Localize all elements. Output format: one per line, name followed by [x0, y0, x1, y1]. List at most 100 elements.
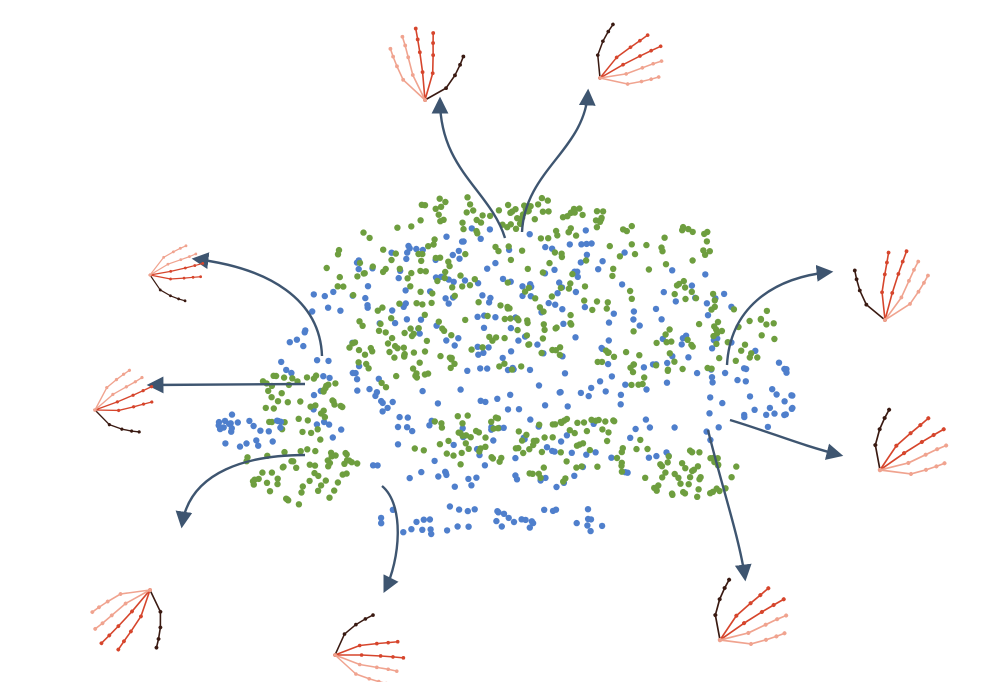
hand-joint [651, 61, 656, 66]
green-point [541, 326, 548, 334]
green-point [629, 368, 637, 376]
blue-point [498, 523, 505, 530]
hand-pose-upper-right [852, 249, 930, 322]
green-point [671, 358, 678, 365]
hand-joint [363, 617, 368, 621]
hand-joint [141, 389, 145, 393]
green-point [664, 366, 672, 373]
hand-joint [183, 299, 187, 303]
green-point [666, 350, 673, 357]
hand-joint [638, 38, 642, 43]
green-point [374, 307, 381, 314]
blue-point [526, 524, 533, 531]
hand-joint [395, 64, 399, 69]
blue-point [577, 259, 584, 266]
hand-joint [116, 624, 121, 629]
blue-point [321, 292, 328, 300]
green-point [746, 317, 753, 325]
blue-point [527, 416, 534, 423]
green-point [421, 311, 428, 318]
blue-point [529, 519, 537, 527]
green-point [763, 307, 771, 315]
blue-point [535, 382, 543, 389]
green-point [464, 412, 471, 419]
green-point [666, 326, 673, 333]
blue-point [215, 418, 223, 426]
blue-point [456, 255, 463, 262]
green-point [552, 227, 560, 235]
blue-point [630, 308, 638, 315]
blue-point [468, 225, 475, 232]
green-point [703, 238, 711, 245]
blue-point [418, 468, 425, 476]
hand-joint [722, 586, 727, 591]
blue-point [564, 403, 571, 410]
green-point [504, 303, 511, 311]
blue-point [764, 423, 772, 431]
green-point [459, 432, 466, 439]
blue-point [326, 374, 333, 382]
green-point [425, 243, 432, 250]
blue-point [255, 442, 262, 449]
green-point [360, 229, 367, 236]
blue-point [442, 469, 449, 476]
hand-joint [431, 53, 436, 58]
hand-joint [359, 653, 364, 657]
hand-joint [923, 452, 928, 457]
blue-point [526, 366, 534, 374]
green-point [708, 306, 715, 313]
green-point [679, 223, 687, 231]
green-point [507, 256, 515, 264]
blue-point [400, 529, 407, 536]
green-point [266, 418, 273, 426]
hand-finger-bone [149, 274, 201, 280]
blue-point [660, 288, 667, 296]
green-point [609, 272, 616, 280]
green-point [595, 416, 602, 424]
hand-pose-right [873, 407, 949, 476]
green-point [320, 407, 327, 414]
green-point [280, 374, 288, 381]
green-point [567, 225, 574, 232]
green-point [410, 330, 417, 337]
hand-joint [766, 586, 771, 591]
callout-arrow [706, 429, 752, 582]
green-point [643, 241, 650, 249]
green-point [771, 335, 778, 343]
blue-point [604, 360, 612, 368]
green-point [259, 469, 266, 476]
hand-joint [782, 631, 787, 636]
hand-joint [148, 273, 152, 277]
blue-point [559, 306, 566, 313]
blue-point [451, 483, 458, 490]
green-point [526, 341, 533, 348]
hand-joint [759, 609, 764, 614]
green-point [317, 482, 325, 489]
blue-point [236, 443, 244, 450]
hand-pose-bottom-right [713, 577, 789, 646]
blue-point [487, 294, 494, 302]
blue-point [541, 506, 548, 513]
green-point [688, 288, 695, 295]
blue-point [228, 411, 236, 418]
green-point [539, 208, 547, 215]
callout-arrows [146, 88, 844, 594]
blue-point [542, 474, 549, 482]
hand-joint [423, 98, 427, 102]
hand-joint [784, 613, 789, 618]
green-point [661, 234, 668, 241]
green-point [602, 418, 609, 425]
blue-point [406, 474, 413, 482]
green-point [639, 380, 646, 388]
hand-joint [658, 44, 663, 49]
green-point [541, 434, 548, 441]
green-point [303, 374, 311, 381]
hand-joint [902, 451, 907, 456]
hand-joint [116, 647, 121, 652]
green-point [281, 448, 288, 456]
blue-point [475, 351, 482, 358]
blue-point [584, 522, 591, 529]
green-point [449, 284, 456, 291]
green-point [572, 232, 580, 239]
hand-joint [121, 372, 126, 376]
